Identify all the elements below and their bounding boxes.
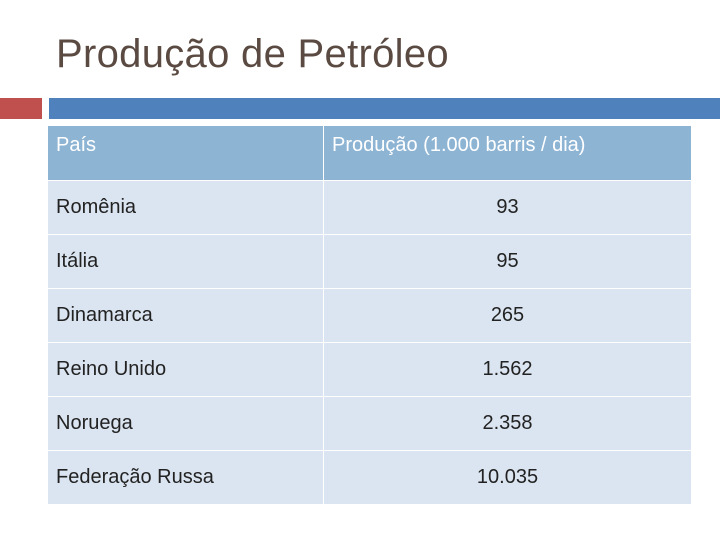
cell-production: 265 [324, 288, 691, 342]
table-row: Noruega 2.358 [48, 396, 691, 450]
cell-production: 93 [324, 180, 691, 234]
title-accent-bar-red [0, 98, 42, 119]
cell-production: 2.358 [324, 396, 691, 450]
cell-country: Itália [48, 234, 324, 288]
table-row: Itália 95 [48, 234, 691, 288]
cell-country: Federação Russa [48, 450, 324, 504]
table-row: Reino Unido 1.562 [48, 342, 691, 396]
cell-production: 95 [324, 234, 691, 288]
column-header-country: País [48, 126, 324, 180]
cell-production: 1.562 [324, 342, 691, 396]
cell-country: Romênia [48, 180, 324, 234]
page-title: Produção de Petróleo [56, 32, 449, 76]
cell-country: Noruega [48, 396, 324, 450]
column-header-production: Produção (1.000 barris / dia) [324, 126, 691, 180]
table-header-row: País Produção (1.000 barris / dia) [48, 126, 691, 180]
cell-production: 10.035 [324, 450, 691, 504]
oil-production-table: País Produção (1.000 barris / dia) Romên… [48, 126, 691, 504]
table-row: Dinamarca 265 [48, 288, 691, 342]
table-row: Romênia 93 [48, 180, 691, 234]
title-accent-bar-blue [49, 98, 720, 119]
cell-country: Dinamarca [48, 288, 324, 342]
cell-country: Reino Unido [48, 342, 324, 396]
table-row: Federação Russa 10.035 [48, 450, 691, 504]
